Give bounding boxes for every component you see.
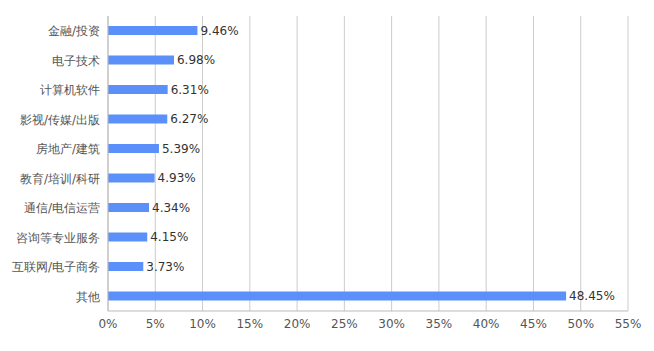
- svg-text:金融/投资: 金融/投资: [48, 24, 100, 38]
- svg-text:55%: 55%: [615, 317, 642, 331]
- svg-text:5%: 5%: [146, 317, 165, 331]
- svg-text:4.93%: 4.93%: [158, 171, 196, 185]
- svg-text:影视/传媒/出版: 影视/传媒/出版: [20, 113, 100, 127]
- svg-text:房地产/建筑: 房地产/建筑: [36, 142, 100, 156]
- svg-text:40%: 40%: [473, 317, 500, 331]
- svg-text:48.45%: 48.45%: [569, 289, 615, 303]
- svg-text:9.46%: 9.46%: [200, 24, 238, 38]
- svg-text:互联网/电子商务: 互联网/电子商务: [12, 260, 100, 274]
- svg-text:20%: 20%: [284, 317, 311, 331]
- svg-text:10%: 10%: [189, 317, 216, 331]
- svg-text:35%: 35%: [426, 317, 453, 331]
- svg-text:其他: 其他: [76, 290, 100, 304]
- svg-text:电子技术: 电子技术: [52, 54, 100, 68]
- svg-text:通信/电信运营: 通信/电信运营: [24, 201, 100, 215]
- svg-text:45%: 45%: [520, 317, 547, 331]
- svg-text:5.39%: 5.39%: [162, 142, 200, 156]
- svg-text:30%: 30%: [378, 317, 405, 331]
- svg-text:4.15%: 4.15%: [150, 230, 188, 244]
- svg-text:3.73%: 3.73%: [146, 260, 184, 274]
- svg-text:计算机软件: 计算机软件: [40, 83, 100, 97]
- svg-text:6.31%: 6.31%: [171, 83, 209, 97]
- svg-text:50%: 50%: [567, 317, 594, 331]
- svg-text:教育/培训/科研: 教育/培训/科研: [20, 172, 100, 186]
- svg-text:咨询等专业服务: 咨询等专业服务: [16, 231, 100, 245]
- svg-text:4.34%: 4.34%: [152, 201, 190, 215]
- svg-text:6.27%: 6.27%: [170, 112, 208, 126]
- svg-text:25%: 25%: [331, 317, 358, 331]
- svg-text:15%: 15%: [236, 317, 263, 331]
- svg-text:0%: 0%: [98, 317, 117, 331]
- svg-text:6.98%: 6.98%: [177, 53, 215, 67]
